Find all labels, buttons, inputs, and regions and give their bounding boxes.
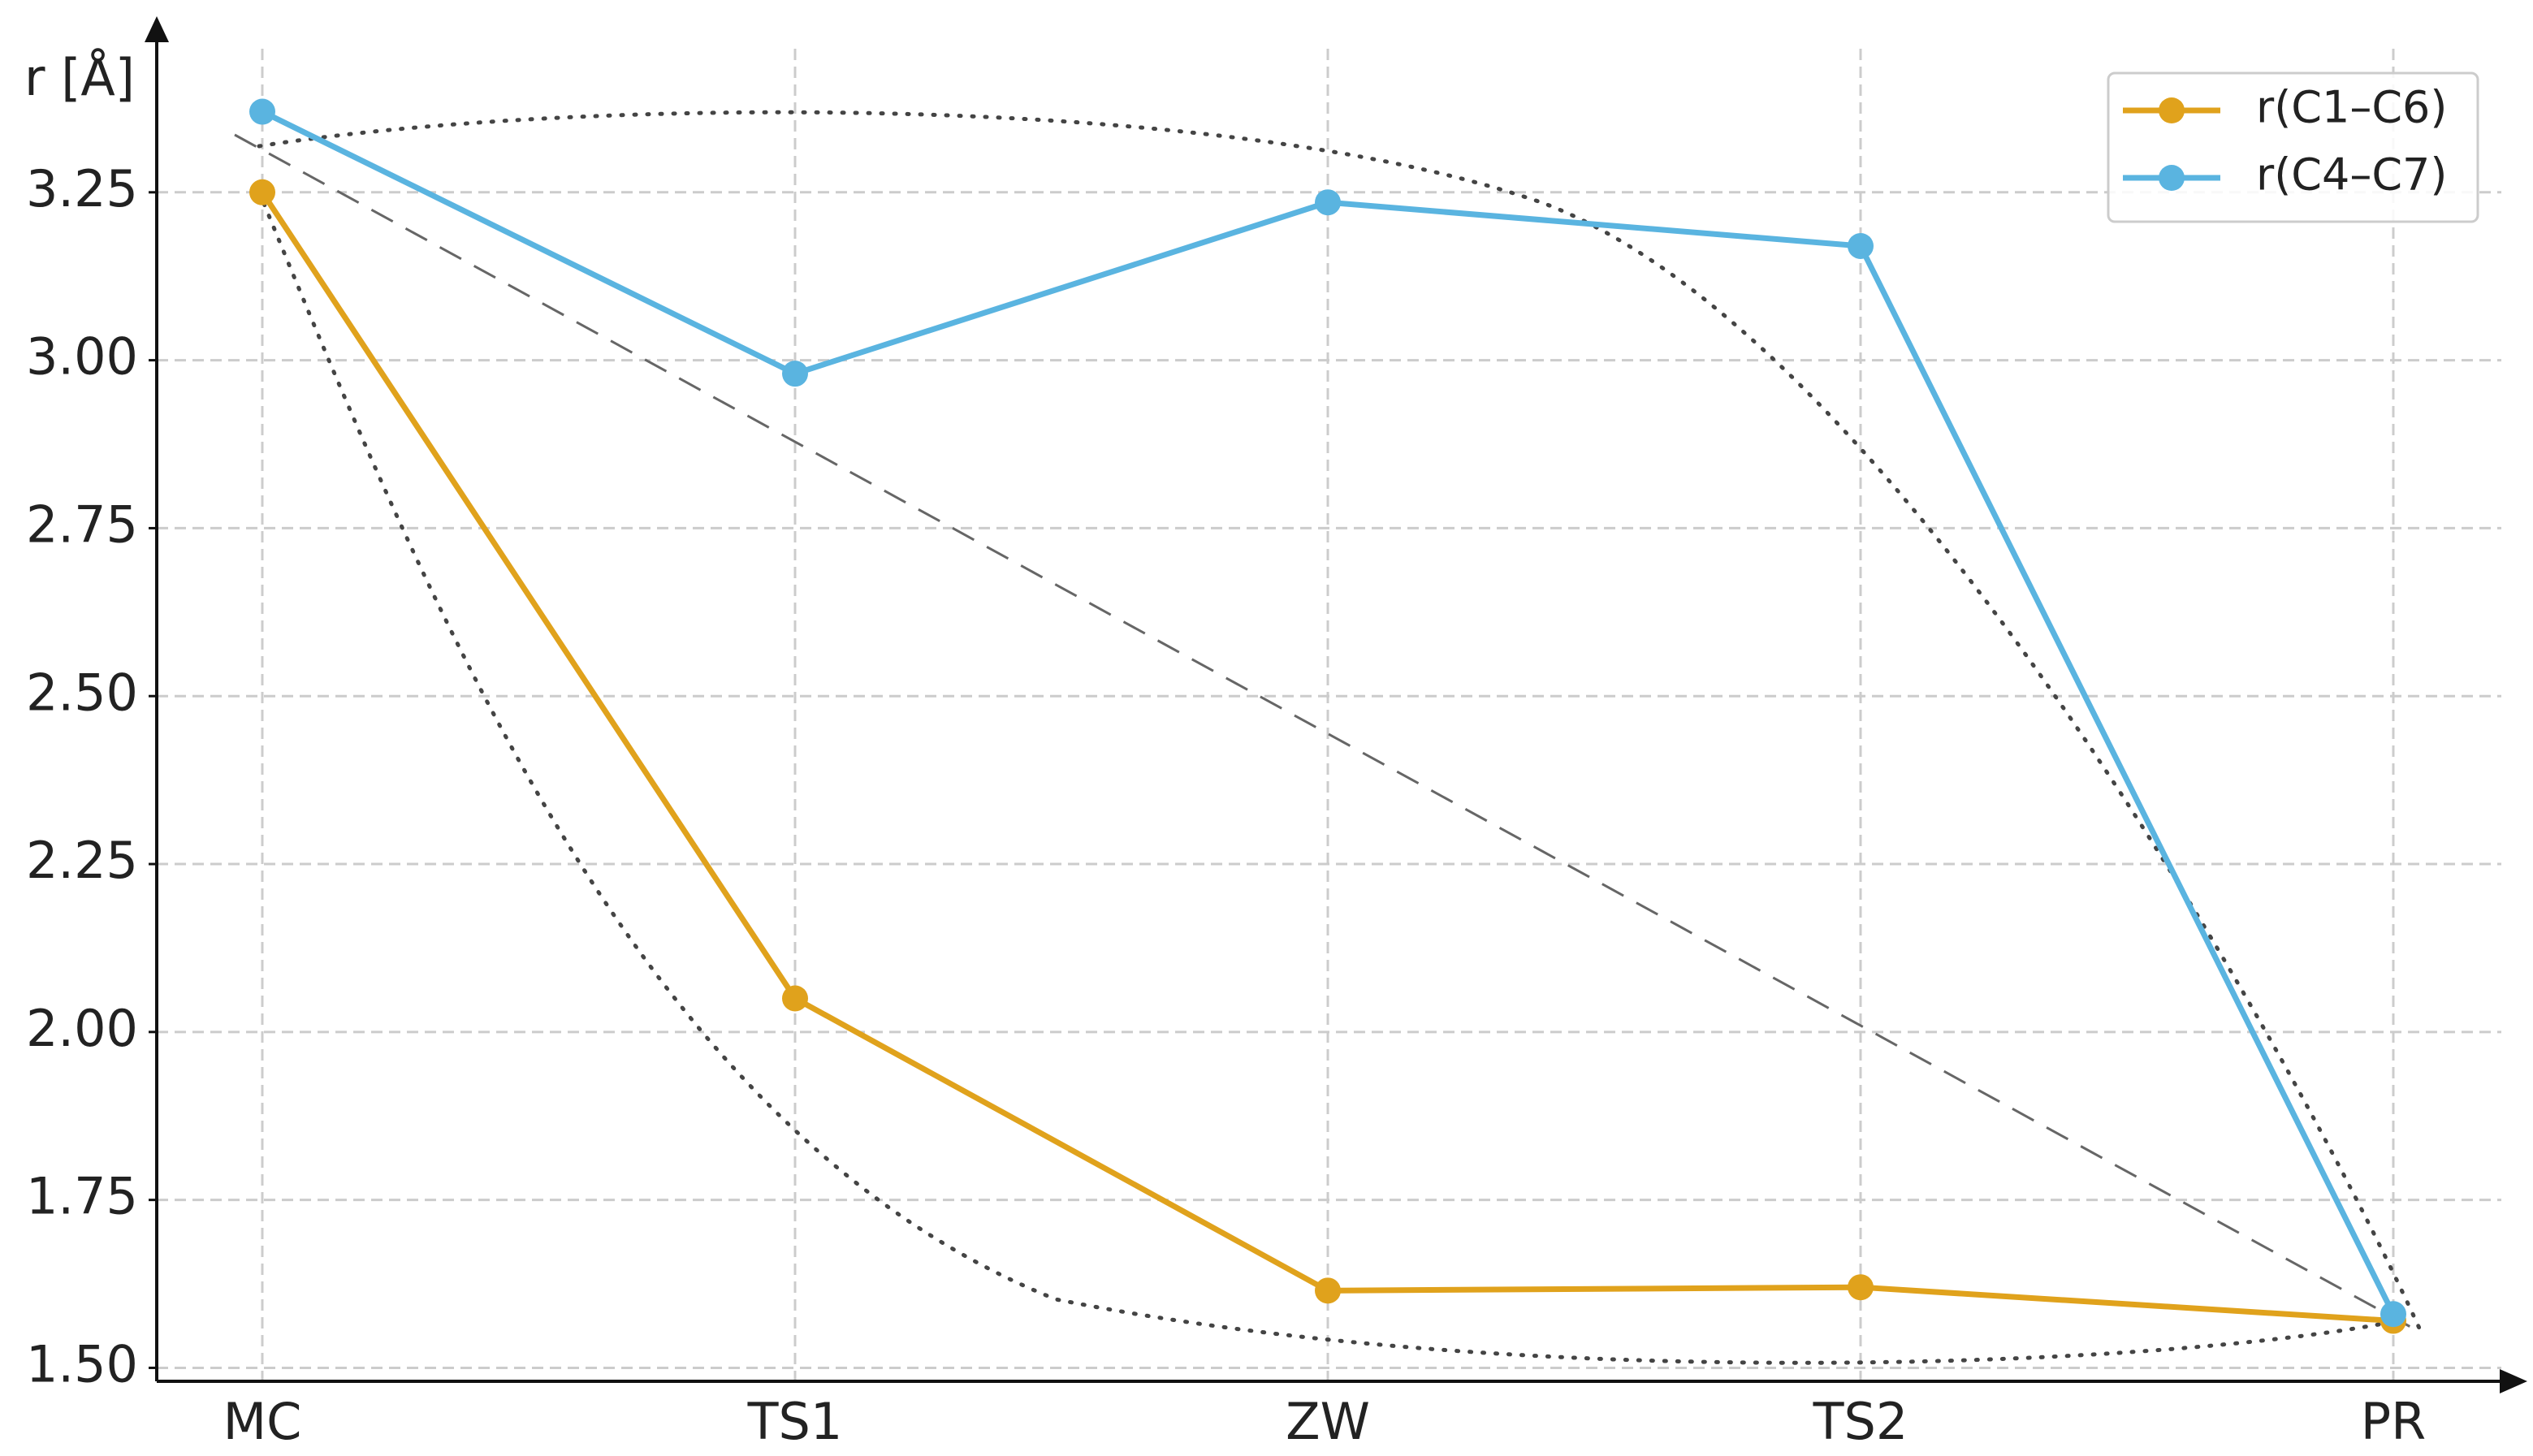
data-point <box>249 179 275 205</box>
x-tick-label: ZW <box>1286 1392 1370 1451</box>
legend-items: r(C1–C6) r(C4–C7) <box>2123 82 2447 201</box>
x-arrow <box>2500 1369 2527 1393</box>
y-tick-label: 3.25 <box>26 159 138 218</box>
y-tick-label: 2.00 <box>26 999 138 1058</box>
guide-curve <box>257 189 2406 1365</box>
legend-label: r(C1–C6) <box>2256 82 2447 133</box>
series <box>249 98 2406 1334</box>
y-tick-label: 1.50 <box>26 1335 138 1394</box>
data-point <box>1848 1274 1874 1301</box>
legend-marker <box>2159 165 2185 191</box>
y-tick-label: 1.75 <box>26 1167 138 1226</box>
y-axis-label: r [Å] <box>24 48 135 107</box>
y-arrow <box>145 16 169 42</box>
legend-label: r(C4–C7) <box>2256 149 2447 201</box>
x-tick-label: PR <box>2361 1392 2426 1451</box>
data-point <box>782 985 808 1012</box>
data-point <box>249 98 275 125</box>
data-point <box>782 361 808 387</box>
grid: 1.50 1.75 2.00 2.25 2.50 2.75 3.00 3.25 MC TS1 ZW T… <box>26 49 2501 1451</box>
y-tick-label: 2.50 <box>26 663 138 722</box>
data-point <box>2380 1301 2406 1328</box>
x-tick-label: TS1 <box>747 1392 843 1451</box>
guide-curve <box>257 110 2423 1334</box>
data-point <box>1315 189 1341 216</box>
data-point <box>1848 232 1874 259</box>
data-point <box>1315 1277 1341 1304</box>
guide-line <box>234 133 2422 1334</box>
legend-marker <box>2159 97 2185 123</box>
y-tick-label: 2.25 <box>26 831 138 890</box>
x-tick-label: MC <box>223 1392 302 1451</box>
y-tick-label: 2.75 <box>26 495 138 555</box>
x-tick-label: TS2 <box>1813 1392 1908 1451</box>
y-tick-label: 3.00 <box>26 327 138 387</box>
